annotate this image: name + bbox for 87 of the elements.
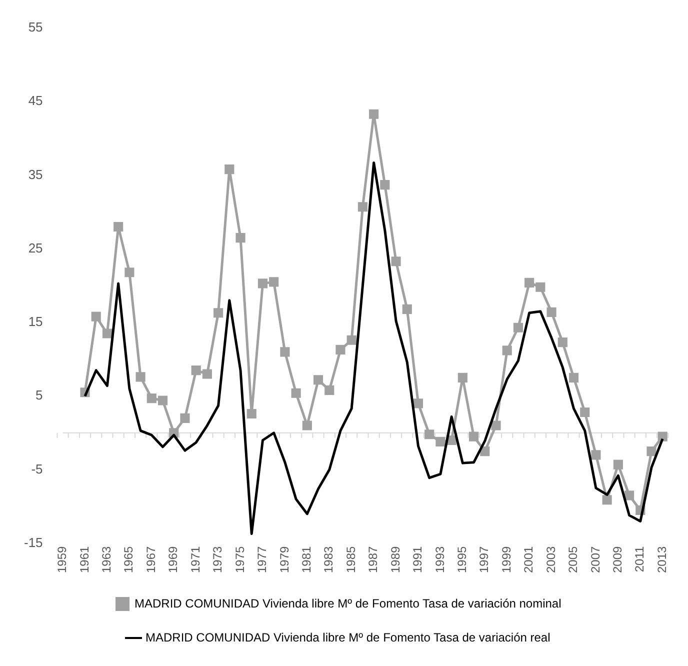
point <box>224 164 234 174</box>
point <box>136 372 146 382</box>
x-tick-label: 2013 <box>654 546 669 574</box>
x-tick-label: 2005 <box>566 546 580 574</box>
point <box>524 278 534 288</box>
x-tick-label: 1975 <box>232 546 247 574</box>
point <box>258 278 268 288</box>
x-tick-label: 1991 <box>410 546 425 574</box>
point <box>568 372 579 382</box>
point <box>436 436 446 446</box>
x-tick-label: 1973 <box>210 546 225 574</box>
x-tick-label: 1995 <box>454 546 469 574</box>
point <box>546 307 556 317</box>
y-tick-label: 15 <box>28 314 43 330</box>
y-tick-label: -5 <box>31 461 43 476</box>
point <box>102 328 112 338</box>
point <box>280 347 290 357</box>
y-tick-label: 45 <box>28 93 43 108</box>
x-tick-label: 1959 <box>55 546 70 574</box>
point <box>191 366 201 376</box>
point <box>624 490 634 500</box>
point <box>536 282 546 292</box>
y-tick-label: 25 <box>28 240 43 256</box>
point <box>580 407 590 418</box>
point <box>346 335 356 345</box>
x-tick-label: 2001 <box>522 546 536 574</box>
point <box>214 308 224 318</box>
point <box>468 432 479 442</box>
point <box>369 109 379 119</box>
x-tick-label: 1981 <box>299 546 314 574</box>
point <box>391 256 401 266</box>
point <box>114 222 124 232</box>
point <box>558 338 568 348</box>
point <box>380 180 390 190</box>
point <box>146 394 156 404</box>
point <box>324 385 334 395</box>
x-tick-label: 1985 <box>344 546 358 574</box>
x-tick-label: 2003 <box>544 546 558 574</box>
point <box>302 420 312 430</box>
point <box>358 202 368 212</box>
point <box>458 372 468 382</box>
x-tick-label: 1989 <box>388 546 402 574</box>
x-tick-label: 1965 <box>122 546 136 574</box>
point <box>313 375 324 385</box>
y-tick-label: -15 <box>24 534 43 550</box>
x-tick-label: 1999 <box>499 546 514 574</box>
point <box>646 446 656 456</box>
point <box>246 408 256 419</box>
point <box>480 446 490 456</box>
legend-label: MADRID COMUNIDAD Vivienda libre Mº de Fomento Tasa de variación nominal <box>134 596 562 610</box>
point <box>91 312 101 322</box>
x-tick-label: 2011 <box>632 546 647 572</box>
x-tick-label: 1963 <box>100 546 114 574</box>
point <box>269 277 279 287</box>
x-tick-label: 1967 <box>144 546 158 574</box>
point <box>180 413 190 423</box>
point <box>502 346 512 356</box>
point <box>202 369 212 379</box>
y-tick-label: 55 <box>28 20 43 35</box>
point <box>236 233 246 243</box>
point <box>124 268 134 278</box>
point <box>402 304 412 314</box>
point <box>158 396 168 406</box>
x-tick-label: 1977 <box>255 546 270 574</box>
x-tick-label: 1983 <box>322 546 336 574</box>
point <box>424 430 434 440</box>
x-tick-label: 1971 <box>188 546 202 574</box>
x-tick-label: 1979 <box>277 546 292 574</box>
legend-label: MADRID COMUNIDAD Vivienda libre Mº de Fomento Tasa de variación real <box>146 630 550 644</box>
y-tick-label: 35 <box>28 166 43 182</box>
point <box>291 388 301 398</box>
x-tick-label: 1993 <box>432 546 447 574</box>
point <box>491 420 501 430</box>
x-tick-label: 1969 <box>166 546 180 574</box>
point <box>602 495 612 505</box>
point <box>613 460 623 470</box>
point <box>591 450 601 460</box>
y-tick-label: 5 <box>36 388 43 403</box>
point <box>336 344 346 354</box>
x-tick-label: 1997 <box>477 546 492 574</box>
point <box>513 322 523 332</box>
point <box>413 398 424 408</box>
x-tick-label: 1961 <box>77 546 92 574</box>
x-tick-label: 1987 <box>366 546 380 574</box>
point <box>658 432 668 442</box>
x-tick-label: 2007 <box>588 546 602 574</box>
x-tick-label: 2009 <box>610 546 624 574</box>
